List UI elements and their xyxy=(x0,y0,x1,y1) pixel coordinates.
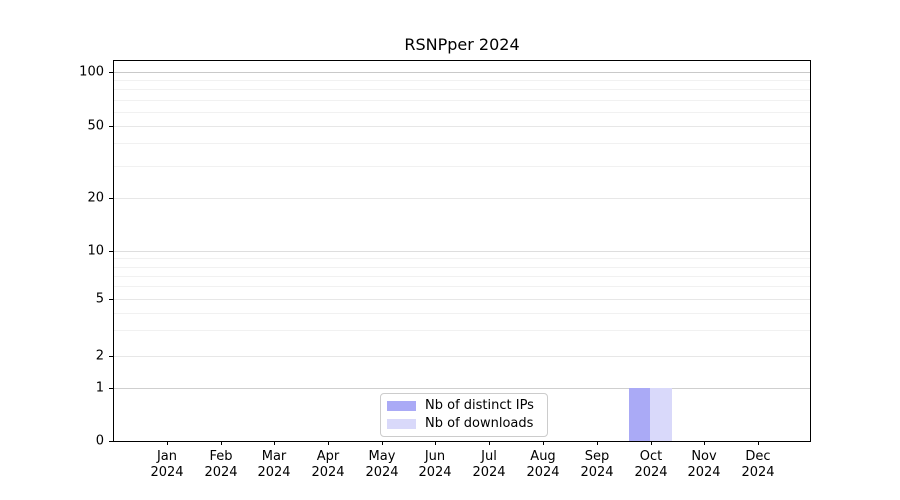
x-tick-label-8: Sep 2024 xyxy=(580,449,614,480)
y-tick-mark-5 xyxy=(109,298,113,300)
x-tick-label-9: Oct 2024 xyxy=(634,449,668,480)
x-tick-label-3: Apr 2024 xyxy=(311,449,345,480)
x-tick-label-7: Aug 2024 xyxy=(526,449,560,480)
gridline-minor xyxy=(114,266,810,268)
legend-swatch-distinct-ips xyxy=(387,401,416,412)
gridline-minor xyxy=(114,275,810,277)
x-tick-mark-0 xyxy=(167,441,168,445)
gridline-y-2 xyxy=(114,355,810,357)
y-tick-mark-10 xyxy=(109,251,113,252)
legend-item-distinct-ips: Nb of distinct IPs xyxy=(387,398,539,414)
y-tick-label-50: 50 xyxy=(87,118,104,134)
gridline-minor xyxy=(114,312,810,314)
legend: Nb of distinct IPs Nb of downloads xyxy=(380,393,548,437)
y-tick-mark-1 xyxy=(109,387,113,389)
legend-label-distinct-ips: Nb of distinct IPs xyxy=(425,398,534,414)
y-tick-label-2: 2 xyxy=(95,348,104,363)
y-tick-mark-2 xyxy=(109,355,113,357)
legend-label-downloads: Nb of downloads xyxy=(425,415,534,431)
x-tick-label-6: Jul 2024 xyxy=(472,449,506,480)
plot-area: Nb of distinct IPs Nb of downloads 100 50… xyxy=(79,60,811,480)
x-tick-label-0: Jan 2024 xyxy=(150,449,184,480)
gridline-y-20 xyxy=(114,198,810,200)
x-tick-mark-1 xyxy=(221,441,222,445)
y-tick-label-5: 5 xyxy=(95,291,104,307)
x-tick-label-5: Jun 2024 xyxy=(418,449,452,480)
x-tick-label-11: Dec 2024 xyxy=(741,449,775,480)
y-tick-label-1: 1 xyxy=(95,380,104,396)
x-tick-mark-7 xyxy=(543,441,544,445)
gridline-minor xyxy=(114,99,810,101)
gridline-minor xyxy=(114,89,810,91)
x-tick-label-2: Mar 2024 xyxy=(257,449,291,480)
gridline-minor xyxy=(114,111,810,113)
x-tick-mark-3 xyxy=(328,441,329,445)
gridline-minor xyxy=(114,330,810,332)
chart-title: RSNPper 2024 xyxy=(404,35,520,54)
gridline-y-1 xyxy=(114,387,810,389)
gridline-y-50 xyxy=(114,125,810,127)
gridline-minor xyxy=(114,258,810,260)
gridline-y-10 xyxy=(114,251,810,252)
gridline-minor xyxy=(114,80,810,81)
y-tick-mark-50 xyxy=(109,125,113,127)
x-tick-label-1: Feb 2024 xyxy=(204,449,238,480)
x-tick-mark-10 xyxy=(704,441,705,445)
gridline-y-5 xyxy=(114,298,810,300)
y-tick-mark-100 xyxy=(109,72,113,74)
y-tick-label-10: 10 xyxy=(87,243,104,259)
legend-item-downloads: Nb of downloads xyxy=(387,415,539,431)
gridline-minor xyxy=(114,286,810,288)
y-tick-label-100: 100 xyxy=(79,64,104,80)
x-tick-mark-11 xyxy=(758,441,759,445)
x-tick-mark-9 xyxy=(651,441,652,445)
y-tick-label-0: 0 xyxy=(95,433,104,449)
y-tick-mark-20 xyxy=(109,198,113,200)
x-tick-mark-2 xyxy=(274,441,275,445)
x-tick-mark-5 xyxy=(435,441,436,445)
x-tick-mark-6 xyxy=(489,441,490,445)
legend-swatch-downloads xyxy=(387,418,416,429)
x-tick-label-10: Nov 2024 xyxy=(687,449,721,480)
y-tick-mark-0 xyxy=(109,441,113,442)
bar-downloads-oct xyxy=(650,387,672,441)
gridline-minor xyxy=(114,166,810,168)
bar-distinct-ips-oct xyxy=(629,387,650,441)
y-tick-label-20: 20 xyxy=(87,190,104,206)
x-tick-mark-4 xyxy=(382,441,383,445)
gridline-minor xyxy=(114,143,810,145)
gridline-y-100 xyxy=(114,72,810,74)
x-tick-label-4: May 2024 xyxy=(365,449,399,480)
x-tick-mark-8 xyxy=(597,441,598,445)
